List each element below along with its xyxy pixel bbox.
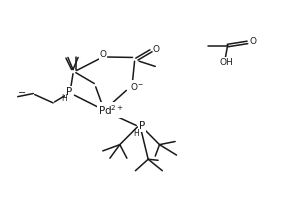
Text: O: O xyxy=(152,45,160,54)
Text: OH: OH xyxy=(219,58,233,67)
Text: Pd$^{2+}$: Pd$^{2+}$ xyxy=(98,103,125,117)
Text: P: P xyxy=(66,87,72,97)
Text: O: O xyxy=(249,37,256,46)
Text: O: O xyxy=(99,50,106,59)
Text: H: H xyxy=(61,94,67,103)
Text: O$^{-}$: O$^{-}$ xyxy=(130,81,144,92)
Text: P: P xyxy=(139,121,145,131)
Text: H: H xyxy=(133,129,139,138)
Text: −: − xyxy=(18,88,26,98)
